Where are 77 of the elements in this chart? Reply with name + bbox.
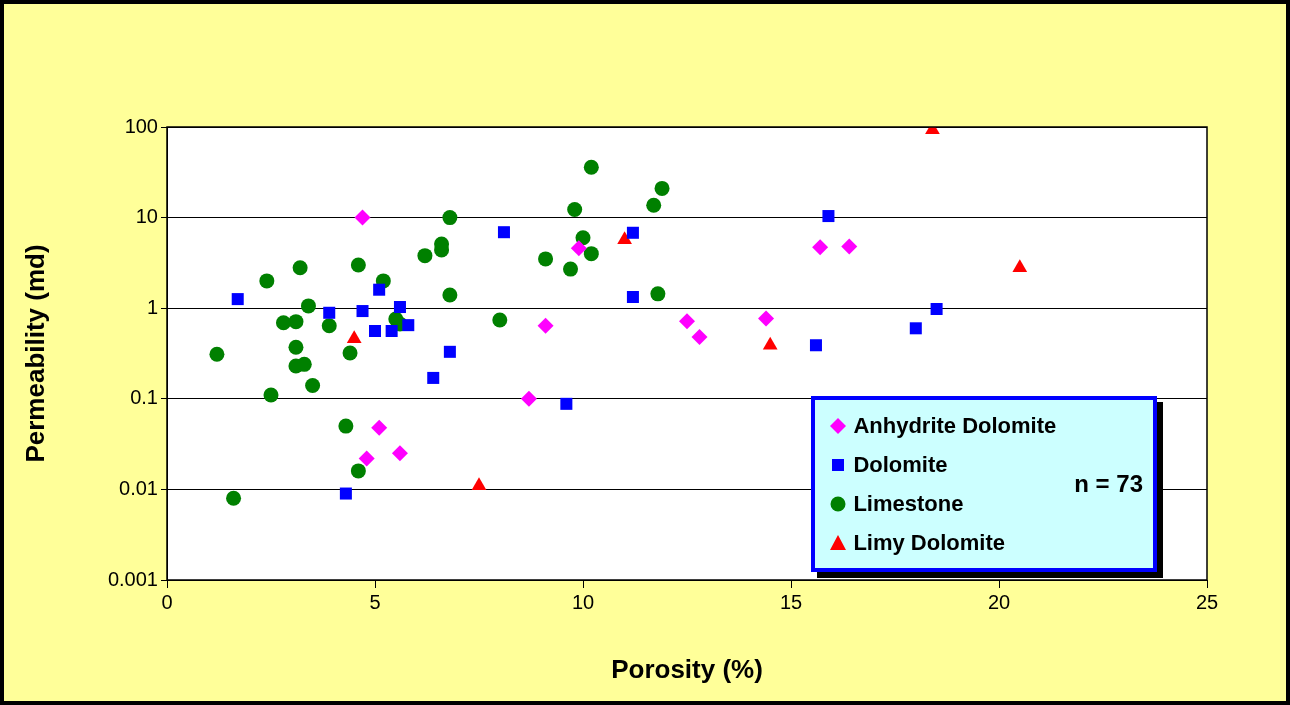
point [339, 487, 352, 500]
point [259, 273, 275, 289]
point [393, 301, 406, 314]
x-tick-label: 20 [987, 590, 1011, 613]
point [305, 378, 321, 394]
point [350, 463, 366, 479]
point [626, 290, 639, 303]
point [391, 445, 408, 462]
point [427, 371, 440, 384]
point [654, 180, 670, 196]
point [809, 339, 822, 352]
x-tick-label: 25 [1195, 590, 1219, 613]
point [570, 240, 587, 257]
point [356, 305, 369, 318]
point [560, 397, 573, 410]
point [443, 345, 456, 358]
point [646, 197, 662, 213]
point [275, 315, 291, 331]
point [812, 239, 829, 256]
point [323, 306, 336, 319]
point [691, 329, 708, 346]
annotation: n = 73 [1074, 470, 1143, 498]
point [583, 246, 599, 262]
y-axis-title: Permeability (md) [19, 244, 50, 463]
point [930, 302, 943, 316]
point [417, 248, 433, 264]
point [292, 260, 308, 276]
point [371, 419, 388, 436]
legend-label: Anhydrite Dolomite [853, 412, 1057, 439]
point [537, 317, 554, 334]
point [442, 210, 458, 226]
point [321, 318, 337, 334]
point [563, 261, 579, 277]
y-tick-label: 100 [124, 114, 158, 137]
legend-label: Limy Dolomite [853, 529, 1005, 556]
x-tick-label: 15 [779, 590, 803, 613]
point [231, 293, 244, 306]
point [679, 313, 695, 330]
point [442, 287, 458, 303]
y-tick-label: 1 [146, 295, 158, 318]
y-tick-label: 0.01 [119, 476, 158, 499]
point [567, 201, 583, 217]
x-tick-label: 10 [571, 590, 595, 613]
point [822, 210, 835, 223]
point [650, 286, 666, 302]
point [538, 251, 554, 267]
x-tick-label: 0 [161, 590, 173, 613]
point [368, 325, 382, 338]
y-tick-label: 0.1 [130, 386, 158, 409]
point [402, 319, 415, 332]
point [288, 314, 304, 330]
point [338, 418, 354, 434]
point [288, 339, 304, 355]
legend-label: Dolomite [853, 451, 948, 478]
point [520, 390, 537, 407]
point [358, 450, 375, 467]
point [909, 322, 922, 335]
point [497, 226, 510, 239]
point [583, 159, 599, 175]
point [263, 387, 279, 403]
point [385, 325, 398, 338]
x-axis-title: Porosity (%) [611, 653, 763, 684]
y-tick-label: 10 [135, 205, 158, 228]
x-tick-label: 5 [369, 590, 381, 613]
legend-label: Limestone [853, 490, 964, 517]
point [492, 312, 508, 328]
y-tick-label: 0.001 [107, 567, 158, 590]
point [626, 226, 639, 239]
point [758, 310, 775, 327]
point [209, 346, 225, 362]
point [342, 345, 358, 361]
point [226, 490, 242, 506]
point [841, 238, 858, 255]
point [354, 209, 371, 226]
point [373, 283, 386, 296]
point [350, 257, 366, 273]
point [300, 298, 316, 314]
